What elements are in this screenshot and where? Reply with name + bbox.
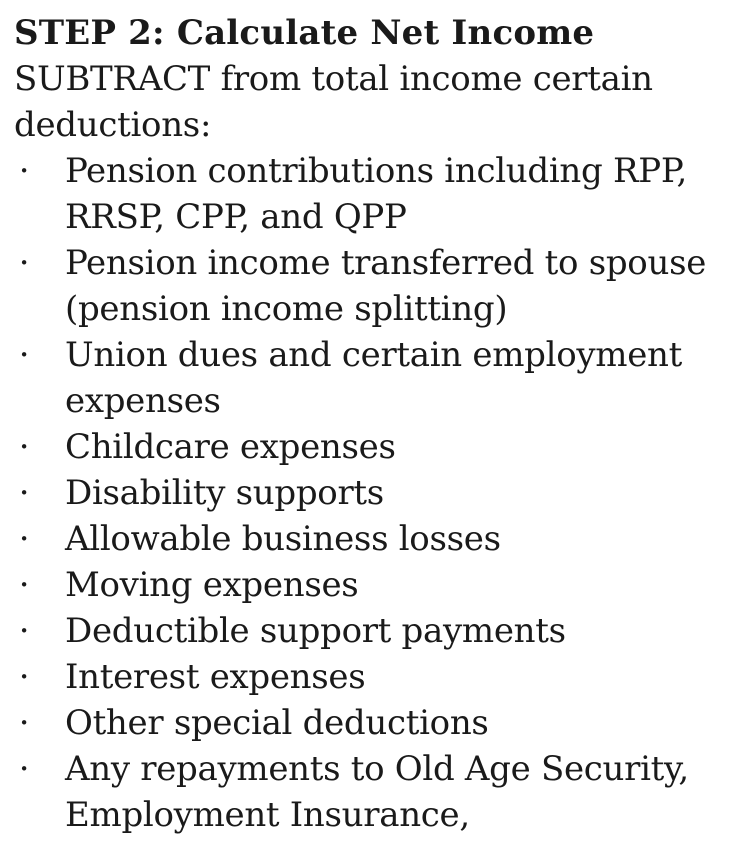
bullet-icon: · [18, 151, 30, 191]
bullet-icon: · [18, 565, 30, 605]
list-item: · Any repayments to Old Age Security, Emp… [14, 746, 742, 838]
bullet-icon: · [18, 473, 30, 513]
list-item-text: Childcare expenses [65, 427, 396, 467]
step-heading: STEP 2: Calculate Net Income [14, 13, 595, 53]
list-item: · Other special deductions [14, 700, 742, 746]
document-page: STEP 2: Calculate Net Income SUBTRACT fr… [14, 10, 742, 838]
list-item: · Moving expenses [14, 562, 742, 608]
list-item: · Allowable business losses [14, 516, 742, 562]
list-item: · Pension contributions including RPP, RR… [14, 148, 742, 240]
list-item-text: Interest expenses [65, 657, 366, 697]
bullet-icon: · [18, 243, 30, 283]
list-item-text: Disability supports [65, 473, 384, 513]
deductions-list: · Pension contributions including RPP, RR… [14, 148, 742, 838]
list-item-text: Moving expenses [65, 565, 359, 605]
list-item: · Interest expenses [14, 654, 742, 700]
list-item: · Deductible support payments [14, 608, 742, 654]
bullet-icon: · [18, 657, 30, 697]
list-item: · Disability supports [14, 470, 742, 516]
list-item-text: Allowable business losses [65, 519, 501, 559]
bullet-icon: · [18, 335, 30, 375]
list-item-text: Other special deductions [65, 703, 489, 743]
list-item: · Childcare expenses [14, 424, 742, 470]
list-item: · Union dues and certain employment expen… [14, 332, 742, 424]
bullet-icon: · [18, 703, 30, 743]
list-item-text: Deductible support payments [65, 611, 566, 651]
bullet-icon: · [18, 519, 30, 559]
bullet-icon: · [18, 427, 30, 467]
list-item-text: Pension income transferred to spouse (pe… [65, 243, 707, 329]
list-item-text: Any repayments to Old Age Security, Empl… [65, 749, 689, 835]
list-item-text: Union dues and certain employment expens… [65, 335, 683, 421]
bullet-icon: · [18, 611, 30, 651]
list-item-text: Pension contributions including RPP, RRS… [65, 151, 688, 237]
list-item: · Pension income transferred to spouse (p… [14, 240, 742, 332]
bullet-icon: · [18, 749, 30, 789]
intro-text: SUBTRACT from total income certain deduc… [14, 59, 653, 145]
